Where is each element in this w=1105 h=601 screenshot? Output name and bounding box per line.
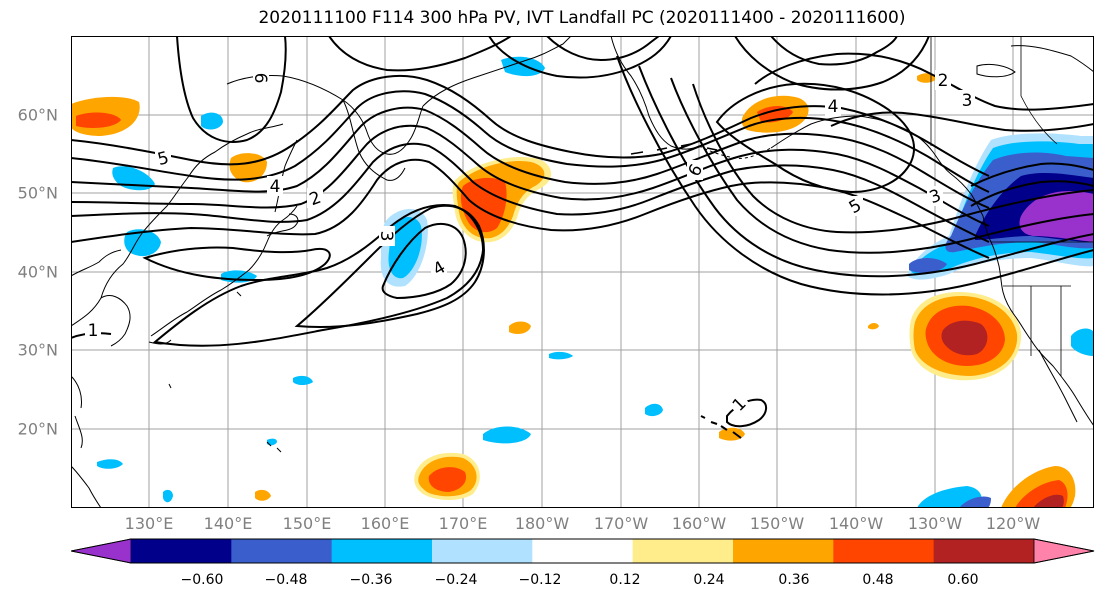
contour-line bbox=[970, 180, 1094, 207]
shading-small-blue-5 bbox=[97, 459, 123, 469]
colorbar-outline bbox=[71, 538, 1095, 564]
lat-label: 30°N bbox=[17, 340, 58, 360]
pv-contours bbox=[71, 36, 1094, 428]
contour-line bbox=[488, 36, 672, 79]
shading-okhotsk-blue bbox=[201, 112, 223, 130]
lon-label: 150°E bbox=[282, 514, 332, 533]
shading-hokkaido-blue bbox=[124, 229, 161, 257]
contour-line bbox=[770, 36, 898, 66]
contour-label: 2 bbox=[938, 71, 949, 91]
colorbar-segment bbox=[933, 539, 1035, 563]
contour-line bbox=[71, 142, 990, 243]
colorbar-segment bbox=[833, 539, 935, 563]
colorbar-segment bbox=[532, 539, 634, 563]
colorbar-segment bbox=[432, 539, 533, 563]
shading-subtropical-core bbox=[941, 320, 988, 356]
colorbar-tick-label: 0.12 bbox=[609, 572, 641, 588]
contour-line bbox=[754, 52, 1094, 111]
shading-small-blue-3 bbox=[645, 403, 663, 417]
colorbar-segment bbox=[632, 539, 734, 563]
shading-small-blue-2 bbox=[293, 375, 313, 385]
shading-bering-blue bbox=[501, 56, 545, 77]
shading-small-blue-4 bbox=[483, 426, 531, 444]
shading-pnw-core bbox=[1019, 190, 1094, 242]
colorbar-segment bbox=[71, 538, 132, 564]
contour-line bbox=[546, 36, 660, 62]
contour-line bbox=[71, 124, 990, 227]
contour-line bbox=[142, 246, 331, 282]
lat-label: 40°N bbox=[17, 262, 58, 282]
shading-small-orange-2 bbox=[868, 323, 879, 330]
contour-line bbox=[381, 222, 467, 300]
colorbar-tick-label: 0.60 bbox=[947, 572, 979, 588]
map-panel: 1 1 2 2 3 3 3 4 4 4 5 5 6 6 bbox=[71, 36, 1094, 508]
shading-small-blue-6 bbox=[267, 438, 277, 446]
colorbar-tick-label: 0.48 bbox=[862, 572, 894, 588]
lon-label: 120°W bbox=[985, 514, 1041, 533]
contour-line bbox=[830, 111, 1094, 132]
shading-sw-blue-2 bbox=[959, 496, 991, 508]
shading-offshore-blue bbox=[909, 258, 947, 273]
shading-se-core bbox=[1033, 494, 1064, 508]
contour-label: 3 bbox=[376, 231, 396, 242]
contour-label: 4 bbox=[828, 97, 839, 117]
contour-line bbox=[294, 204, 485, 329]
lon-label: 180°W bbox=[514, 514, 570, 533]
lon-label: 140°W bbox=[828, 514, 884, 533]
contour-line bbox=[638, 65, 1094, 278]
colorbar-segment bbox=[131, 539, 232, 563]
lat-label: 50°N bbox=[17, 183, 58, 203]
colorbar-tick-label: −0.48 bbox=[264, 572, 308, 588]
shading-hawaii-orange bbox=[719, 427, 745, 441]
lon-label: 170°W bbox=[593, 514, 649, 533]
lat-label: 20°N bbox=[17, 419, 58, 439]
lon-label: 130°E bbox=[124, 514, 174, 533]
lon-label: 140°E bbox=[203, 514, 253, 533]
contour-line bbox=[734, 36, 930, 91]
contour-labels: 1 1 2 2 3 3 3 4 4 4 5 5 6 6 bbox=[85, 68, 975, 417]
contour-line bbox=[71, 74, 990, 177]
colorbar-tick-label: 0.24 bbox=[693, 572, 725, 588]
contour-label: 5 bbox=[155, 148, 171, 170]
colorbar-segment bbox=[331, 539, 433, 563]
shading-small-blue-1 bbox=[549, 351, 573, 360]
contour-line bbox=[328, 36, 512, 72]
colorbar-segment bbox=[231, 539, 333, 563]
contour-line bbox=[692, 83, 1094, 234]
shading-baja-blue bbox=[1071, 328, 1094, 356]
contour-line bbox=[670, 77, 1094, 254]
lon-label: 170°E bbox=[438, 514, 488, 533]
colorbar-segment bbox=[733, 539, 834, 563]
shading-small-orange-1 bbox=[509, 321, 531, 334]
lon-label: 130°W bbox=[907, 514, 963, 533]
colorbar-tick-label: 0.36 bbox=[778, 572, 810, 588]
shading-south-red bbox=[428, 467, 467, 492]
colorbar bbox=[71, 538, 1095, 564]
colorbar-segment bbox=[1033, 538, 1095, 564]
lat-label: 60°N bbox=[17, 105, 58, 125]
contour-label: 6 bbox=[250, 73, 270, 84]
contour-line bbox=[970, 162, 1094, 187]
contour-label: 3 bbox=[962, 91, 973, 111]
colorbar-tick-label: −0.60 bbox=[180, 572, 224, 588]
lon-label: 160°E bbox=[360, 514, 410, 533]
map-title: 2020111100 F114 300 hPa PV, IVT Landfall… bbox=[258, 8, 906, 28]
colorbar-tick-label: −0.12 bbox=[518, 572, 562, 588]
contour-line bbox=[176, 36, 287, 143]
contour-line bbox=[616, 55, 1094, 296]
shading-small-blue-7 bbox=[163, 489, 173, 503]
coastlines bbox=[71, 36, 1094, 508]
lon-label: 150°W bbox=[749, 514, 805, 533]
colorbar-tick-label: −0.36 bbox=[349, 572, 393, 588]
colorbar-tick-label: −0.24 bbox=[434, 572, 478, 588]
lon-label: 160°W bbox=[671, 514, 727, 533]
shading-nw-core bbox=[76, 112, 121, 128]
contour-label: 4 bbox=[270, 177, 281, 197]
shading-small-orange-3 bbox=[255, 489, 271, 501]
contour-label: 1 bbox=[88, 321, 99, 341]
